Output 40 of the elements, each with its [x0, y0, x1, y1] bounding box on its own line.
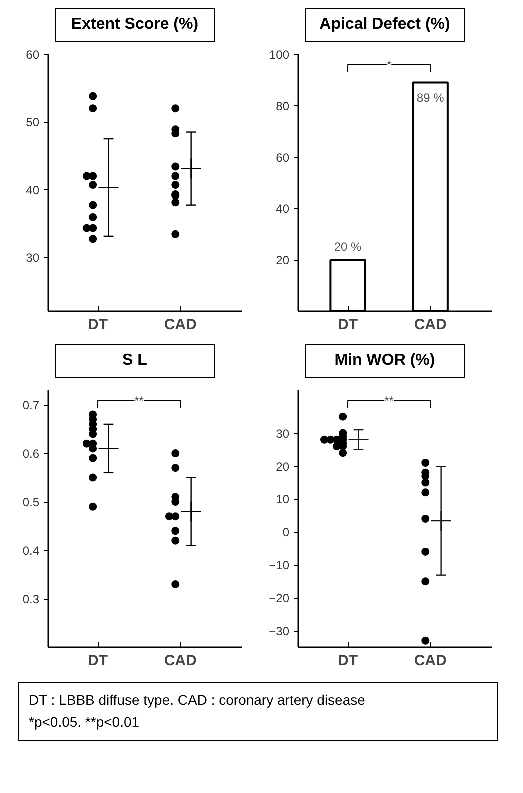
annotation: * [386, 58, 392, 72]
chart-title: S L [122, 351, 148, 371]
y-tick-label: 0.6 [22, 447, 40, 462]
y-tick-label: 40 [276, 202, 290, 216]
y-tick-label: 10 [276, 492, 290, 507]
y-tick-label: 60 [26, 48, 40, 62]
y-tick-label: 0.4 [22, 544, 40, 558]
x-tick-label: DT [338, 652, 358, 670]
chart-title: Extent Score (%) [71, 15, 199, 35]
y-tick-label: −30 [269, 624, 290, 639]
y-tick-label: 30 [26, 250, 40, 265]
x-tick-label: DT [88, 652, 108, 670]
x-tick-label: CAD [164, 316, 197, 334]
x-tick-label: DT [88, 316, 108, 334]
y-tick-label: 20 [276, 460, 290, 474]
chart-title: Min WOR (%) [334, 351, 436, 371]
chart-title: Apical Defect (%) [320, 15, 450, 35]
y-tick-label: 30 [276, 426, 290, 441]
y-tick-label: 100 [269, 48, 290, 62]
y-tick-label: 40 [26, 183, 40, 198]
annotation: ** [134, 394, 144, 408]
x-tick-label: CAD [414, 652, 447, 670]
y-tick-label: 0.3 [22, 592, 40, 607]
y-tick-label: −20 [269, 592, 290, 606]
y-tick-label: 0.7 [22, 398, 40, 413]
y-tick-label: 50 [26, 116, 40, 130]
data-label: 89 % [416, 90, 445, 105]
y-tick-label: 0 [282, 526, 290, 540]
x-tick-label: DT [338, 316, 358, 334]
text: DT : LBBB diffuse type. CAD : coronary artery disease [29, 692, 366, 708]
y-tick-label: −10 [269, 558, 290, 573]
text: *p<0.05. **p<0.01 [29, 714, 140, 730]
data-label: 20 % [334, 240, 362, 254]
y-tick-label: 20 [276, 254, 290, 268]
y-tick-label: 80 [276, 99, 290, 114]
x-tick-label: CAD [164, 652, 197, 670]
x-tick-label: CAD [414, 316, 447, 334]
y-tick-label: 60 [276, 150, 290, 165]
annotation: ** [384, 394, 394, 408]
y-tick-label: 0.5 [22, 496, 40, 510]
